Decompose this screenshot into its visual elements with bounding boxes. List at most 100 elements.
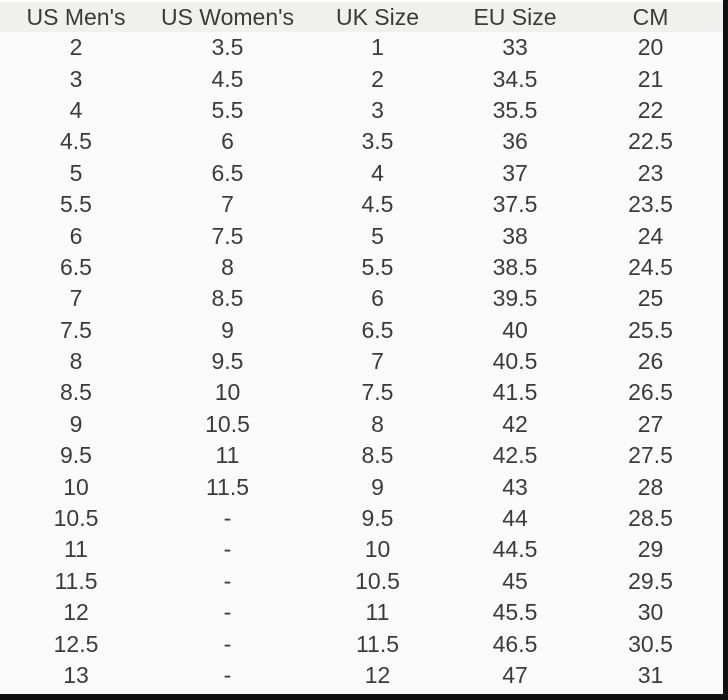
size-cell: 5.5 [211,96,244,123]
size-cell: 40 [502,316,528,343]
size-cell: 11.5 [355,630,400,657]
size-cell: 44 [502,505,528,532]
table-row: 13 - 12 47 31 [0,660,723,691]
size-cell: 42.5 [492,442,538,469]
size-cell: - [223,567,232,594]
size-cell: 23.5 [628,191,673,218]
size-cell: 7.5 [211,222,244,249]
size-cell: 2 [371,65,384,92]
size-cell: 3 [69,65,83,92]
size-cell: - [223,536,232,563]
table-row: 8 9.5 7 40.5 26 [0,346,723,377]
size-cell: 8.5 [361,442,394,469]
size-cell: 45.5 [492,599,538,626]
size-cell: 22.5 [628,128,673,155]
size-cell: 7 [371,348,384,375]
table-row: 11.5 - 10.5 45 29.5 [0,566,723,597]
size-cell: 4.5 [60,128,92,155]
size-cell: 25.5 [628,316,673,343]
size-cell: 35.5 [492,96,538,123]
size-cell: 3 [371,96,384,123]
size-cell: 9.5 [361,505,394,532]
size-cell: 10.5 [205,410,250,437]
size-cell: 6 [221,128,234,155]
table-row: 6 7.5 5 38 24 [0,220,723,251]
size-cell: - [223,599,232,626]
size-cell: 4.5 [211,65,244,92]
size-cell: 9 [371,473,384,500]
size-cell: 6.5 [211,159,244,186]
size-cell: 8.5 [60,379,92,406]
size-cell: 24.5 [628,253,673,280]
column-header: CM [632,3,669,30]
size-cell: 31 [637,662,664,688]
table-row: 12.5 - 11.5 46.5 30.5 [0,628,723,659]
table-row: 3 4.5 2 34.5 21 [0,63,723,94]
size-cell: 6.5 [60,253,92,280]
column-header: UK Size [335,3,420,30]
size-cell: 41.5 [492,379,538,406]
size-cell: 5 [69,159,83,186]
column-header: US Women's [160,3,295,30]
size-cell: 27 [637,410,664,437]
size-cell: 11.5 [54,567,98,594]
size-cell: 38.5 [492,253,538,280]
size-cell: 36 [502,128,528,155]
shoe-size-conversion-table: US Men's US Women's UK Size EU Size CM 2 3.5 1… [0,2,723,691]
size-cell: 45 [502,567,528,594]
table-row: 4 5.5 3 35.5 22 [0,95,723,126]
size-cell: 30 [637,599,664,626]
table-row: 11 - 10 44.5 29 [0,534,723,565]
size-cell: 33 [502,34,528,61]
size-cell: 8.5 [211,285,244,312]
size-cell: 7.5 [60,316,92,343]
size-cell: 40.5 [492,348,538,375]
size-cell: 47 [502,662,528,688]
table-row: 9.5 11 8.5 42.5 27.5 [0,440,723,471]
size-cell: 21 [637,65,664,92]
table-row: 5 6.5 4 37 23 [0,158,723,189]
table-row: 10 11.5 9 43 28 [0,471,723,502]
table-row: 10.5 - 9.5 44 28.5 [0,503,723,534]
size-cell: 1 [371,34,384,61]
size-cell: 11 [365,599,390,626]
size-cell: 38 [502,222,528,249]
size-cell: 5 [371,222,384,249]
size-cell: 39.5 [492,285,538,312]
table-row: 4.5 6 3.5 36 22.5 [0,126,723,157]
size-cell: 9.5 [60,442,92,469]
table-row: 6.5 8 5.5 38.5 24.5 [0,252,723,283]
size-cell: 37.5 [492,191,538,218]
size-cell: 25 [637,285,664,312]
size-cell: - [223,662,232,688]
size-cell: 10 [214,379,241,406]
size-cell: 2 [69,34,83,61]
size-cell: 44.5 [492,536,538,563]
size-cell: 3.5 [361,128,394,155]
column-header: EU Size [473,3,557,30]
size-cell: 12 [364,662,391,688]
size-cell: 4.5 [361,191,394,218]
table-row: 7 8.5 6 39.5 25 [0,283,723,314]
size-cell: 4 [69,96,83,123]
size-cell: 7 [221,191,234,218]
size-cell: 6 [69,222,83,249]
size-cell: 10.5 [355,567,400,594]
size-cell: 8 [69,348,83,375]
size-cell: 26.5 [628,379,673,406]
table-row: 2 3.5 1 33 20 [0,32,723,63]
size-cell: 11 [64,536,88,563]
size-cell: 43 [502,473,528,500]
size-cell: 46.5 [492,630,538,657]
size-cell: 34.5 [492,65,538,92]
size-cell: 9.5 [211,348,244,375]
table-row: 5.5 7 4.5 37.5 23.5 [0,189,723,220]
size-cell: 22 [637,96,664,123]
size-cell: 9 [221,316,234,343]
size-cell: 7 [69,285,83,312]
table-header: US Men's US Women's UK Size EU Size CM [0,2,723,32]
size-cell: 9 [69,410,83,437]
size-cell: 11 [215,442,240,469]
size-cell: 4 [371,159,384,186]
size-cell: 37 [502,159,528,186]
